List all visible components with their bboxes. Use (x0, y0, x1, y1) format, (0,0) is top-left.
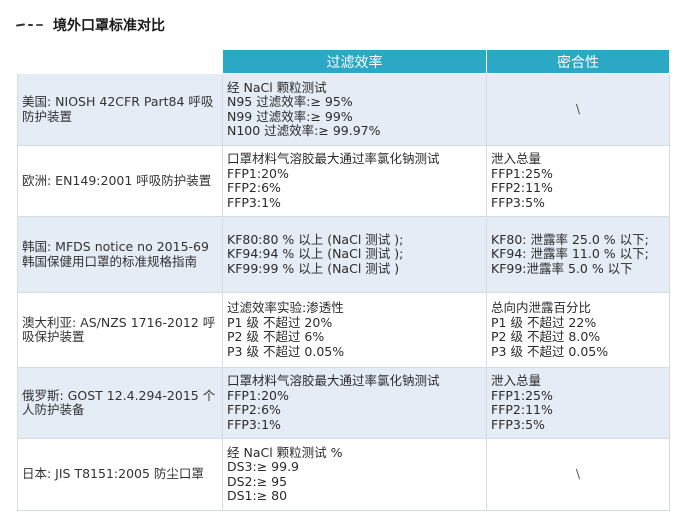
filtration-line: FFP1:20% (227, 166, 289, 181)
fit-line: FFP2:11% (491, 181, 553, 195)
fit-line: KF80: 泄露率 25.0 % 以下; (491, 231, 649, 247)
fit-cell: 泄入总量 FFP1:25% FFP2:11% FFP3:5% (486, 367, 670, 439)
fit-line: 泄入总量 (491, 374, 542, 388)
comparison-table: 过滤效率 密合性 美国: NIOSH 42CFR Part84 呼吸防护装置 经… (17, 49, 670, 511)
header-filtration: 过滤效率 (222, 49, 487, 74)
filtration-line: DS1:≥ 80 (227, 489, 288, 503)
filtration-line: P3 级 不超过 0.05% (227, 344, 345, 359)
filtration-line: KF99:99 % 以上 (NaCl 测试 ) (227, 261, 400, 276)
fit-line: FFP3:5% (491, 417, 545, 432)
standard-cell: 欧洲: EN149:2001 呼吸防护装置 (17, 145, 223, 217)
table-row: 欧洲: EN149:2001 呼吸防护装置 口罩材料气溶胶最大通过率氯化钠测试 … (17, 145, 670, 217)
filtration-line: N99 过滤效率:≥ 99% (227, 109, 353, 124)
fit-line: FFP1:25% (491, 388, 553, 403)
table-row: 俄罗斯: GOST 12.4.294-2015 个人防护装备 口罩材料气溶胶最大… (17, 367, 670, 439)
fit-line: P1 级 不超过 22% (491, 315, 597, 330)
filtration-line: FFP2:6% (227, 403, 281, 417)
standard-text: 俄罗斯: GOST 12.4.294-2015 个人防护装备 (22, 387, 216, 417)
filtration-line: N100 过滤效率:≥ 99.97% (227, 124, 381, 138)
filtration-line: 过滤效率实验:渗透性 (227, 301, 344, 315)
standard-text: 美国: NIOSH 42CFR Part84 呼吸防护装置 (22, 94, 214, 124)
filtration-line: N95 过滤效率:≥ 95% (227, 95, 353, 109)
fit-line: P3 级 不超过 0.05% (491, 344, 609, 359)
standard-text: 韩国: MFDS notice no 2015-69 韩国保健用口罩的标准规格指… (22, 239, 209, 269)
fit-line: P2 级 不超过 8.0% (491, 330, 601, 344)
filtration-cell: 经 NaCl 颗粒测试 N95 过滤效率:≥ 95% N99 过滤效率:≥ 99… (222, 73, 487, 146)
filtration-line: DS3:≥ 99.9 (227, 460, 300, 474)
table-row: 日本: JIS T8151:2005 防尘口罩 经 NaCl 颗粒测试 % DS… (17, 438, 670, 511)
filtration-line: 经 NaCl 颗粒测试 % (227, 445, 343, 460)
table-row: 美国: NIOSH 42CFR Part84 呼吸防护装置 经 NaCl 颗粒测… (17, 73, 670, 146)
filtration-line: P2 级 不超过 6% (227, 330, 325, 344)
standard-cell: 俄罗斯: GOST 12.4.294-2015 个人防护装备 (17, 367, 223, 439)
header-fit: 密合性 (486, 49, 670, 74)
fit-line: \ (575, 466, 581, 482)
page-title: 境外口罩标准对比 (53, 18, 165, 34)
standard-cell: 韩国: MFDS notice no 2015-69 韩国保健用口罩的标准规格指… (17, 216, 223, 293)
fit-cell: 泄入总量 FFP1:25% FFP2:11% FFP3:5% (486, 145, 670, 217)
title-row: 境外口罩标准对比 (15, 12, 165, 38)
fit-cell: \ (486, 73, 670, 146)
filtration-line: FFP3:1% (227, 417, 281, 432)
filtration-cell: KF80:80 % 以上 (NaCl 测试 ); KF94:94 % 以上 (N… (222, 216, 487, 293)
standard-cell: 日本: JIS T8151:2005 防尘口罩 (17, 438, 223, 511)
fit-line: FFP2:11% (491, 403, 553, 417)
filtration-cell: 口罩材料气溶胶最大通过率氯化钠测试 FFP1:20% FFP2:6% FFP3:… (222, 367, 487, 439)
fit-line: FFP1:25% (491, 166, 553, 181)
fit-cell: 总向内泄露百分比 P1 级 不超过 22% P2 级 不超过 8.0% P3 级… (486, 292, 670, 368)
filtration-line: DS2:≥ 95 (227, 474, 288, 489)
header-row: 过滤效率 密合性 (17, 49, 670, 74)
filtration-line: 经 NaCl 颗粒测试 (227, 80, 327, 95)
standard-text: 澳大利亚: AS/NZS 1716-2012 呼吸保护装置 (22, 314, 216, 344)
filtration-cell: 过滤效率实验:渗透性 P1 级 不超过 20% P2 级 不超过 6% P3 级… (222, 292, 487, 368)
fit-line: FFP3:5% (491, 195, 545, 210)
standard-text: 日本: JIS T8151:2005 防尘口罩 (22, 466, 204, 482)
filtration-line: FFP3:1% (227, 195, 281, 210)
header-corner (17, 49, 223, 74)
standard-cell: 美国: NIOSH 42CFR Part84 呼吸防护装置 (17, 73, 223, 146)
table-row: 韩国: MFDS notice no 2015-69 韩国保健用口罩的标准规格指… (17, 216, 670, 293)
filtration-line: P1 级 不超过 20% (227, 315, 333, 330)
filtration-line: 口罩材料气溶胶最大通过率氯化钠测试 (227, 374, 440, 388)
filtration-line: KF80:80 % 以上 (NaCl 测试 ); (227, 232, 404, 247)
filtration-line: FFP2:6% (227, 181, 281, 195)
fit-line: KF94: 泄露率 11.0 % 以下; (491, 246, 649, 262)
title-dash-icon (15, 23, 43, 27)
filtration-cell: 经 NaCl 颗粒测试 % DS3:≥ 99.9 DS2:≥ 95 DS1:≥ … (222, 438, 487, 511)
fit-line: KF99:泄露率 5.0 % 以下 (491, 260, 633, 276)
standard-cell: 澳大利亚: AS/NZS 1716-2012 呼吸保护装置 (17, 292, 223, 368)
filtration-line: KF94:94 % 以上 (NaCl 测试 ); (227, 247, 404, 262)
fit-line: 总向内泄露百分比 (491, 301, 592, 315)
filtration-cell: 口罩材料气溶胶最大通过率氯化钠测试 FFP1:20% FFP2:6% FFP3:… (222, 145, 487, 217)
filtration-line: FFP1:20% (227, 388, 289, 403)
table-row: 澳大利亚: AS/NZS 1716-2012 呼吸保护装置 过滤效率实验:渗透性… (17, 292, 670, 368)
fit-cell: KF80: 泄露率 25.0 % 以下; KF94: 泄露率 11.0 % 以下… (486, 216, 670, 293)
fit-line: \ (575, 101, 581, 117)
fit-line: 泄入总量 (491, 152, 542, 166)
filtration-line: 口罩材料气溶胶最大通过率氯化钠测试 (227, 152, 440, 166)
fit-cell: \ (486, 438, 670, 511)
standard-text: 欧洲: EN149:2001 呼吸防护装置 (22, 172, 212, 188)
